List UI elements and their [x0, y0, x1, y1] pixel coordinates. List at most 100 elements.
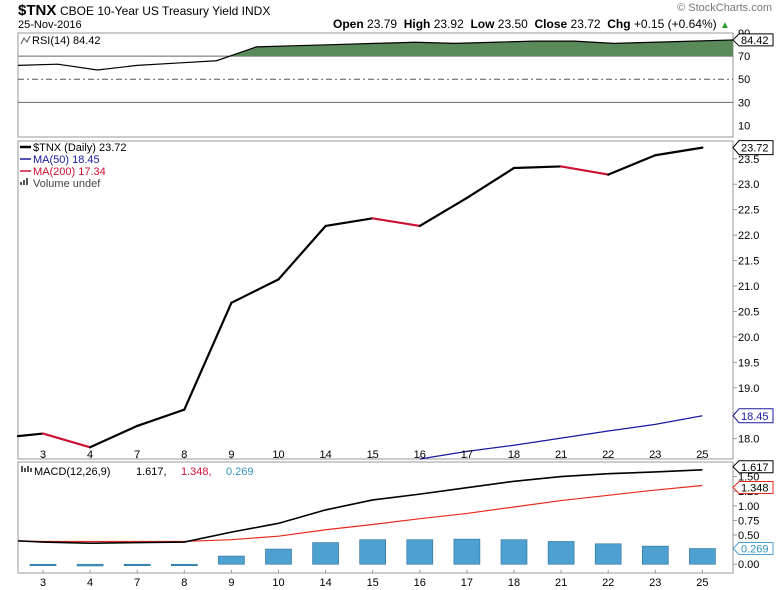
price-x-axis-label: 22: [602, 449, 614, 461]
price-x-axis-label: 14: [319, 449, 331, 461]
price-legend-text: Volume undef: [33, 178, 101, 190]
rsi-panel-frame: [17, 32, 734, 138]
price-x-axis-label: 25: [696, 449, 708, 461]
macd-histogram-bar: [359, 539, 387, 565]
price-x-axis-label: 10: [272, 449, 284, 461]
macd-histogram-bar: [641, 545, 669, 565]
macd-legend-icon: [24, 468, 26, 472]
rsi-current-value: 84.42: [741, 35, 769, 47]
macd-legend-text: 1.617,: [136, 466, 167, 478]
tnx-segment: [371, 217, 421, 228]
macd-histogram-bar: [312, 542, 339, 565]
price-legend-text: $TNX (Daily) 23.72: [33, 142, 127, 154]
rsi-tick-label: 10: [738, 120, 750, 132]
macd-x-axis-label: 21: [555, 577, 567, 589]
tnx-segment: [183, 301, 233, 411]
macd-x-axis-label: 14: [319, 577, 331, 589]
ma50-current-tag: [732, 408, 774, 424]
macd-current-value: 1.617: [741, 462, 769, 474]
macd-x-axis-label: 18: [508, 577, 520, 589]
price-x-axis-label: 4: [87, 449, 93, 461]
tnx-segment: [465, 166, 516, 200]
macd-histogram-bar: [123, 563, 151, 567]
price-x-axis-label: 17: [461, 449, 473, 461]
macd-tick-label: 0.50: [738, 530, 759, 542]
macd-tick-label: 1.50: [738, 472, 759, 484]
open-label: Open: [333, 17, 364, 31]
macd-x-axis-label: 17: [461, 577, 473, 589]
macd-legend-text: 0.269: [226, 466, 254, 478]
open-value: 23.79: [367, 17, 398, 31]
tnx-current-tag: [732, 140, 774, 156]
macd-legend-text: MACD(12,26,9): [34, 466, 110, 478]
price-tick-label: 20.0: [738, 332, 759, 344]
macd-current-tag: [732, 460, 774, 474]
macd-x-axis-label: 23: [649, 577, 661, 589]
macd-current-tag: [732, 542, 774, 556]
tnx-segment: [88, 424, 139, 449]
price-x-axis-label: 18: [508, 449, 520, 461]
tnx-segment: [607, 154, 657, 176]
close-value: 23.72: [570, 17, 601, 31]
macd-x-axis-label: 8: [181, 577, 187, 589]
price-tick-label: 22.5: [738, 205, 759, 217]
price-tick-label: 23.5: [738, 154, 759, 166]
chart-description: CBOE 10-Year US Treasury Yield INDX: [60, 4, 270, 18]
chart-date: 25-Nov-2016: [18, 19, 82, 31]
macd-legend-text: 1.348,: [181, 466, 212, 478]
macd-x-axis-label: 25: [696, 577, 708, 589]
macd-legend-icon: [21, 466, 23, 472]
price-tick-label: 20.5: [738, 306, 759, 318]
macd-histogram-bar: [594, 543, 622, 565]
close-label: Close: [534, 17, 568, 31]
description-text: CBOE 10-Year US Treasury Yield: [60, 4, 239, 18]
macd-line: [17, 468, 703, 545]
rsi-tick-label: 70: [738, 51, 750, 63]
price-legend-text: MA(50) 18.45: [33, 154, 100, 166]
macd-x-axis-label: 10: [272, 577, 284, 589]
price-tick-label: 18.0: [738, 434, 759, 446]
price-tick-label: 21.5: [738, 256, 759, 268]
tnx-current-value: 23.72: [741, 143, 769, 155]
high-label: High: [403, 17, 431, 31]
macd-histogram-bar: [547, 541, 575, 565]
macd-histogram-bar: [218, 555, 245, 565]
price-tick-label: 22.0: [738, 230, 759, 242]
price-tick-label: 19.5: [738, 357, 759, 369]
price-x-axis-label: 9: [228, 449, 234, 461]
macd-histogram-bar: [453, 538, 481, 565]
macd-x-axis-label: 3: [40, 577, 46, 589]
tnx-segment: [16, 432, 45, 438]
macd-current-value: 1.348: [741, 482, 769, 494]
high-value: 23.92: [433, 17, 464, 31]
watermark: © StockCharts.com: [677, 2, 772, 14]
rsi-legend: RSI(14) 84.42: [32, 35, 100, 47]
tnx-segment: [230, 278, 280, 304]
tnx-segment: [559, 165, 610, 176]
macd-x-axis-label: 22: [602, 577, 614, 589]
macd-x-axis-label: 7: [134, 577, 140, 589]
macd-x-axis-label: 15: [367, 577, 379, 589]
price-x-axis-label: 16: [414, 449, 426, 461]
up-arrow-icon: ▲: [719, 20, 730, 31]
macd-current-value: 0.269: [741, 544, 769, 556]
macd-histogram-bar: [689, 548, 716, 565]
price-x-axis-label: 7: [134, 449, 140, 461]
volume-legend-icon: [23, 180, 25, 185]
price-x-axis-label: 3: [40, 449, 46, 461]
volume-legend-icon: [26, 178, 28, 185]
rsi-tick-label: 30: [738, 97, 750, 109]
macd-x-axis-label: 9: [228, 577, 234, 589]
price-tick-label: 21.0: [738, 281, 759, 293]
chg-label: Chg: [607, 17, 631, 31]
price-panel-frame: [17, 140, 734, 460]
tnx-segment: [512, 165, 563, 170]
symbol: $TNX: [18, 2, 57, 19]
macd-x-axis-label: 4: [87, 577, 93, 589]
volume-legend-icon: [20, 182, 22, 185]
tnx-segment: [136, 408, 186, 428]
macd-legend-icon: [30, 468, 32, 472]
chg-value: +0.15 (+0.64%): [633, 17, 717, 31]
macd-panel-frame: [17, 461, 734, 574]
low-value: 23.50: [497, 17, 528, 31]
